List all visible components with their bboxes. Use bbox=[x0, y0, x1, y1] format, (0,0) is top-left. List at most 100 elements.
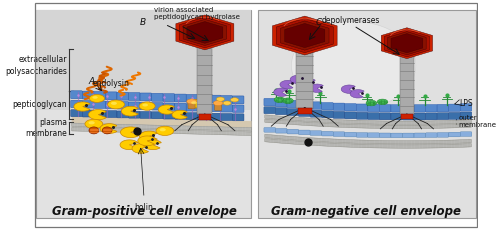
FancyBboxPatch shape bbox=[106, 92, 117, 100]
Wedge shape bbox=[274, 88, 288, 96]
Polygon shape bbox=[388, 32, 426, 55]
Text: C: C bbox=[316, 18, 322, 27]
Polygon shape bbox=[265, 138, 472, 148]
Circle shape bbox=[111, 102, 117, 105]
FancyBboxPatch shape bbox=[71, 100, 83, 108]
FancyBboxPatch shape bbox=[368, 133, 380, 137]
FancyBboxPatch shape bbox=[391, 105, 402, 112]
FancyBboxPatch shape bbox=[287, 109, 298, 116]
FancyBboxPatch shape bbox=[186, 113, 198, 120]
FancyBboxPatch shape bbox=[264, 107, 276, 114]
Polygon shape bbox=[296, 39, 313, 108]
Polygon shape bbox=[183, 19, 226, 45]
Ellipse shape bbox=[292, 21, 416, 110]
FancyBboxPatch shape bbox=[380, 133, 391, 138]
Circle shape bbox=[188, 99, 204, 108]
Text: outer
membrane: outer membrane bbox=[459, 115, 497, 128]
Polygon shape bbox=[187, 22, 223, 43]
Circle shape bbox=[230, 98, 238, 102]
Circle shape bbox=[90, 95, 104, 102]
FancyBboxPatch shape bbox=[210, 95, 221, 103]
FancyBboxPatch shape bbox=[391, 133, 402, 138]
Wedge shape bbox=[290, 75, 304, 84]
FancyBboxPatch shape bbox=[221, 105, 232, 112]
FancyBboxPatch shape bbox=[448, 113, 460, 119]
FancyBboxPatch shape bbox=[298, 110, 310, 116]
Wedge shape bbox=[350, 90, 364, 98]
FancyBboxPatch shape bbox=[152, 103, 163, 110]
FancyBboxPatch shape bbox=[214, 104, 222, 110]
FancyBboxPatch shape bbox=[163, 112, 174, 119]
FancyBboxPatch shape bbox=[94, 92, 106, 99]
Wedge shape bbox=[132, 144, 150, 153]
FancyBboxPatch shape bbox=[402, 133, 414, 138]
Ellipse shape bbox=[89, 127, 99, 134]
FancyBboxPatch shape bbox=[322, 131, 333, 136]
Circle shape bbox=[139, 102, 155, 110]
Polygon shape bbox=[198, 35, 212, 114]
FancyBboxPatch shape bbox=[344, 112, 356, 119]
FancyBboxPatch shape bbox=[188, 102, 195, 109]
Polygon shape bbox=[72, 116, 252, 127]
FancyBboxPatch shape bbox=[174, 94, 186, 102]
FancyBboxPatch shape bbox=[460, 112, 472, 119]
Circle shape bbox=[216, 97, 224, 101]
Wedge shape bbox=[144, 140, 162, 150]
FancyBboxPatch shape bbox=[344, 103, 356, 111]
Text: plasma
membrane: plasma membrane bbox=[25, 118, 67, 138]
FancyBboxPatch shape bbox=[380, 113, 391, 120]
FancyBboxPatch shape bbox=[344, 132, 356, 137]
Text: virion associated
peptidoglycan hydrolase: virion associated peptidoglycan hydrolas… bbox=[154, 7, 240, 20]
FancyBboxPatch shape bbox=[94, 110, 106, 117]
FancyBboxPatch shape bbox=[333, 132, 344, 137]
FancyBboxPatch shape bbox=[414, 105, 426, 112]
Polygon shape bbox=[384, 30, 430, 57]
Text: extracellular
polysaccharides: extracellular polysaccharides bbox=[5, 55, 67, 75]
FancyBboxPatch shape bbox=[232, 105, 244, 112]
Circle shape bbox=[223, 101, 231, 105]
Circle shape bbox=[214, 100, 223, 106]
FancyBboxPatch shape bbox=[71, 91, 83, 99]
FancyBboxPatch shape bbox=[198, 113, 209, 120]
Circle shape bbox=[160, 128, 166, 131]
Wedge shape bbox=[120, 140, 138, 150]
FancyBboxPatch shape bbox=[198, 95, 209, 103]
Text: B: B bbox=[140, 18, 146, 27]
FancyBboxPatch shape bbox=[460, 132, 472, 136]
FancyBboxPatch shape bbox=[71, 110, 83, 117]
FancyBboxPatch shape bbox=[264, 98, 276, 106]
Ellipse shape bbox=[102, 127, 112, 134]
FancyBboxPatch shape bbox=[198, 114, 211, 120]
FancyBboxPatch shape bbox=[276, 108, 287, 115]
FancyBboxPatch shape bbox=[186, 94, 198, 102]
FancyBboxPatch shape bbox=[128, 93, 140, 100]
FancyBboxPatch shape bbox=[322, 111, 333, 118]
FancyBboxPatch shape bbox=[140, 102, 151, 110]
Circle shape bbox=[274, 97, 285, 103]
FancyBboxPatch shape bbox=[414, 113, 426, 120]
Wedge shape bbox=[138, 136, 156, 146]
FancyBboxPatch shape bbox=[210, 104, 221, 112]
FancyBboxPatch shape bbox=[128, 102, 140, 109]
FancyBboxPatch shape bbox=[82, 101, 94, 108]
FancyBboxPatch shape bbox=[36, 10, 252, 218]
Text: endolysin: endolysin bbox=[92, 79, 130, 88]
Wedge shape bbox=[309, 84, 324, 93]
FancyBboxPatch shape bbox=[232, 114, 244, 121]
Circle shape bbox=[142, 104, 148, 106]
Text: LPS: LPS bbox=[459, 99, 472, 108]
FancyBboxPatch shape bbox=[448, 104, 460, 112]
Polygon shape bbox=[265, 134, 472, 144]
Wedge shape bbox=[158, 105, 174, 114]
FancyBboxPatch shape bbox=[368, 104, 380, 112]
Circle shape bbox=[282, 98, 293, 103]
Circle shape bbox=[85, 119, 102, 129]
FancyBboxPatch shape bbox=[402, 113, 414, 120]
FancyBboxPatch shape bbox=[380, 105, 391, 112]
Polygon shape bbox=[176, 15, 234, 50]
Wedge shape bbox=[74, 102, 90, 111]
Wedge shape bbox=[301, 79, 316, 87]
FancyBboxPatch shape bbox=[310, 102, 322, 109]
FancyBboxPatch shape bbox=[140, 112, 151, 118]
Circle shape bbox=[186, 99, 196, 104]
